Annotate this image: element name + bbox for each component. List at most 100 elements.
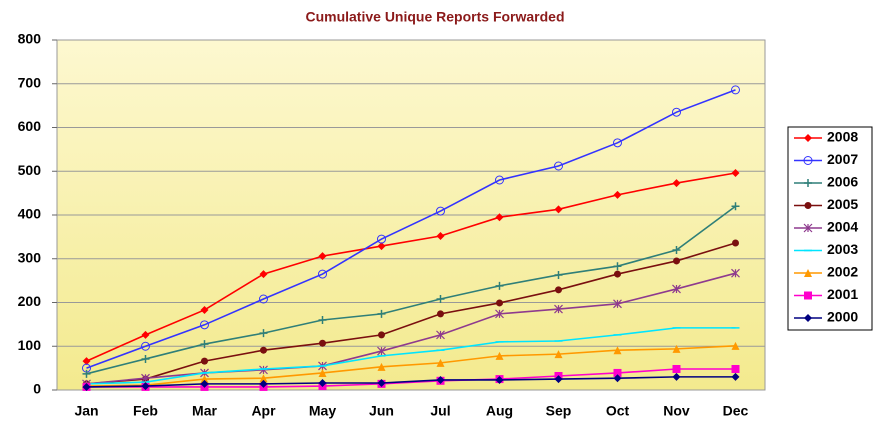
marker xyxy=(731,202,740,211)
y-tick-label: 500 xyxy=(18,162,42,178)
x-tick-label: Jun xyxy=(369,403,394,419)
marker xyxy=(82,357,91,366)
marker xyxy=(672,107,681,117)
marker xyxy=(200,379,209,388)
x-tick-label: Nov xyxy=(663,403,690,419)
marker xyxy=(318,368,327,377)
marker xyxy=(803,223,813,233)
marker xyxy=(555,286,562,294)
marker xyxy=(141,330,150,339)
marker xyxy=(200,320,209,330)
marker xyxy=(672,179,681,188)
y-tick-label: 700 xyxy=(18,74,42,90)
y-tick-label: 800 xyxy=(18,31,42,47)
marker xyxy=(259,270,268,279)
marker xyxy=(377,379,386,387)
marker xyxy=(804,314,812,322)
x-tick-label: Jul xyxy=(430,403,450,419)
marker xyxy=(495,351,504,360)
chart-title: Cumulative Unique Reports Forwarded xyxy=(305,9,564,25)
marker xyxy=(436,295,445,303)
marker xyxy=(437,310,444,318)
marker xyxy=(672,344,681,353)
marker xyxy=(377,346,386,356)
marker xyxy=(613,368,622,377)
marker xyxy=(613,346,622,355)
marker xyxy=(731,85,740,95)
marker xyxy=(554,205,563,214)
marker xyxy=(613,138,622,148)
marker xyxy=(495,309,504,319)
y-tick-label: 100 xyxy=(18,337,42,353)
marker xyxy=(496,299,503,307)
series-line xyxy=(86,89,736,369)
marker xyxy=(318,379,327,387)
marker xyxy=(377,309,386,318)
series-line xyxy=(86,327,736,385)
marker xyxy=(260,346,267,354)
x-tick-label: Feb xyxy=(133,403,158,419)
marker xyxy=(804,269,812,277)
marker xyxy=(613,262,622,271)
y-tick-label: 400 xyxy=(18,206,42,222)
marker xyxy=(731,365,740,373)
marker xyxy=(672,372,681,381)
marker xyxy=(803,156,813,165)
marker xyxy=(82,382,91,391)
marker xyxy=(436,206,445,216)
marker xyxy=(495,175,504,185)
marker xyxy=(436,358,445,367)
marker xyxy=(495,213,504,222)
marker xyxy=(82,369,91,378)
marker xyxy=(672,246,681,254)
marker xyxy=(200,340,209,349)
series-line xyxy=(86,242,736,385)
marker xyxy=(436,232,445,240)
marker xyxy=(554,304,563,314)
marker xyxy=(673,257,680,265)
marker xyxy=(495,375,504,384)
x-tick-label: Jan xyxy=(74,403,98,419)
marker xyxy=(259,379,268,388)
marker xyxy=(731,268,740,278)
x-tick-label: Apr xyxy=(251,403,276,419)
series-line xyxy=(86,368,736,388)
marker xyxy=(319,339,326,347)
marker xyxy=(804,202,812,209)
marker xyxy=(378,331,385,339)
y-tick-label: 0 xyxy=(33,381,41,397)
series-line xyxy=(86,376,736,388)
marker xyxy=(259,374,268,383)
marker xyxy=(613,299,622,309)
marker xyxy=(259,294,268,304)
y-tick-label: 300 xyxy=(18,249,42,265)
marker xyxy=(731,372,740,381)
marker xyxy=(436,375,445,384)
marker xyxy=(804,179,812,187)
marker xyxy=(554,375,563,384)
marker xyxy=(200,305,209,314)
marker xyxy=(804,134,812,142)
marker xyxy=(732,239,739,247)
marker xyxy=(141,382,150,391)
marker xyxy=(436,330,445,340)
series-line xyxy=(86,205,736,375)
marker xyxy=(804,291,812,300)
marker xyxy=(318,316,327,324)
marker xyxy=(613,190,622,199)
marker xyxy=(201,357,208,365)
marker xyxy=(377,362,386,371)
marker xyxy=(672,365,681,373)
legend-label: 2006 xyxy=(827,174,858,190)
y-tick-label: 600 xyxy=(18,118,42,134)
x-tick-label: Sep xyxy=(546,403,572,419)
series-line xyxy=(86,345,736,387)
y-tick-label: 200 xyxy=(18,293,42,309)
marker xyxy=(141,373,150,383)
marker xyxy=(377,242,386,251)
marker xyxy=(141,354,150,363)
marker xyxy=(554,270,563,279)
marker xyxy=(318,252,327,261)
legend-label: 2008 xyxy=(827,129,858,145)
